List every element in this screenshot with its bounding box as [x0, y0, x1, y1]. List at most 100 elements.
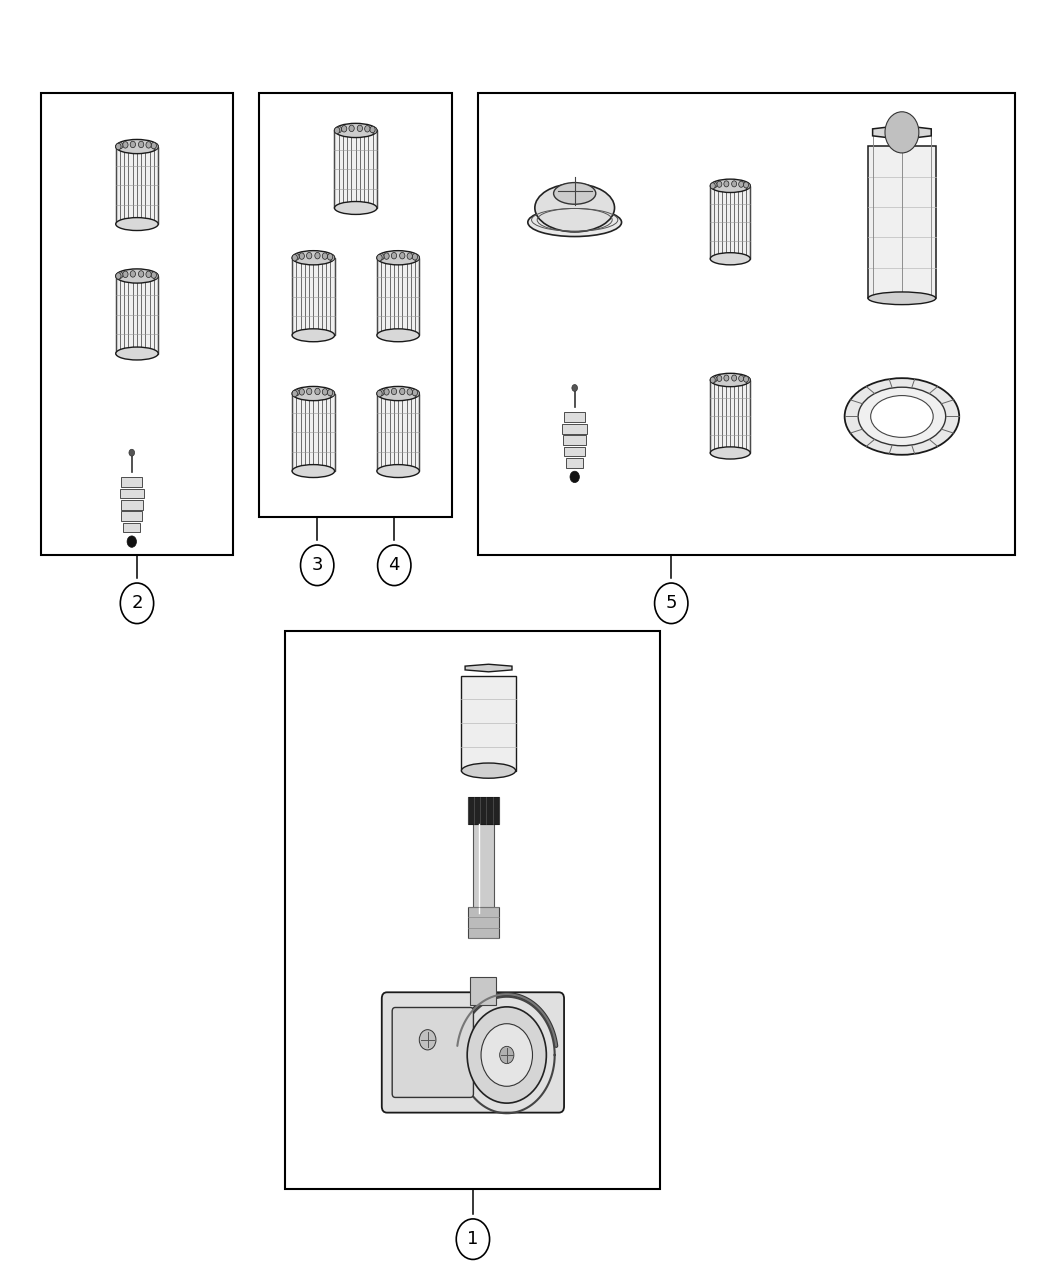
Bar [564, 413, 585, 422]
Bar [377, 258, 419, 335]
Circle shape [710, 377, 715, 382]
Bar [122, 511, 142, 521]
Circle shape [315, 388, 320, 395]
Ellipse shape [377, 251, 419, 265]
Circle shape [723, 181, 729, 187]
Bar [461, 676, 516, 770]
Circle shape [419, 1030, 436, 1049]
Bar [467, 907, 499, 938]
Circle shape [315, 252, 320, 259]
Circle shape [378, 544, 411, 585]
Ellipse shape [335, 124, 377, 138]
Ellipse shape [870, 395, 933, 437]
Circle shape [139, 270, 144, 277]
Bar [122, 477, 142, 487]
Circle shape [121, 583, 153, 623]
Circle shape [328, 254, 333, 260]
Circle shape [384, 389, 390, 395]
Bar [478, 93, 1014, 555]
Circle shape [116, 273, 121, 279]
Circle shape [413, 389, 418, 395]
Circle shape [414, 390, 419, 397]
Text: 3: 3 [312, 556, 323, 574]
Bar [335, 130, 377, 208]
Circle shape [407, 252, 413, 259]
Circle shape [341, 125, 346, 133]
Circle shape [392, 388, 397, 395]
Circle shape [335, 128, 340, 134]
Ellipse shape [292, 251, 335, 265]
Circle shape [885, 112, 919, 153]
Bar [563, 423, 587, 434]
Bar [120, 488, 144, 499]
Ellipse shape [292, 329, 335, 342]
FancyBboxPatch shape [393, 1007, 474, 1098]
Circle shape [570, 472, 580, 482]
Ellipse shape [710, 179, 751, 193]
Circle shape [377, 255, 382, 261]
Text: 5: 5 [666, 594, 677, 612]
Circle shape [732, 181, 737, 187]
Text: 1: 1 [467, 1230, 479, 1248]
Bar [472, 825, 493, 913]
Bar [121, 500, 143, 510]
Circle shape [370, 126, 375, 133]
Circle shape [349, 125, 354, 131]
Circle shape [413, 254, 418, 260]
Bar [116, 275, 159, 353]
Bar [116, 147, 159, 224]
Circle shape [123, 272, 128, 278]
Circle shape [307, 252, 312, 259]
Bar [259, 93, 453, 518]
Bar [292, 258, 335, 335]
Ellipse shape [377, 464, 419, 478]
Circle shape [146, 272, 151, 278]
Circle shape [467, 1007, 546, 1103]
Ellipse shape [868, 292, 936, 305]
Circle shape [500, 1047, 513, 1063]
Circle shape [372, 128, 377, 134]
Text: 4: 4 [388, 556, 400, 574]
Ellipse shape [116, 218, 159, 231]
Bar [123, 523, 141, 533]
Polygon shape [465, 664, 512, 672]
Circle shape [123, 142, 128, 148]
Circle shape [292, 390, 297, 397]
Bar [467, 797, 499, 825]
Circle shape [732, 375, 737, 381]
Circle shape [357, 125, 362, 131]
Ellipse shape [335, 201, 377, 214]
Bar [566, 458, 583, 468]
Ellipse shape [116, 269, 159, 283]
Circle shape [743, 182, 749, 187]
Circle shape [130, 270, 135, 277]
Ellipse shape [116, 347, 159, 360]
Circle shape [717, 181, 721, 187]
Circle shape [384, 252, 390, 259]
Bar [564, 446, 585, 456]
Circle shape [379, 389, 384, 395]
Circle shape [151, 272, 156, 278]
Circle shape [710, 182, 715, 189]
Polygon shape [873, 125, 931, 139]
Ellipse shape [292, 464, 335, 478]
Ellipse shape [461, 762, 516, 778]
Circle shape [400, 388, 405, 395]
Bar [470, 977, 497, 1005]
Bar [41, 93, 233, 555]
Bar [286, 631, 660, 1188]
Circle shape [457, 1219, 489, 1260]
Circle shape [322, 252, 328, 259]
Circle shape [116, 143, 121, 149]
Circle shape [712, 182, 717, 187]
Ellipse shape [710, 446, 751, 459]
Circle shape [407, 389, 413, 395]
Bar [377, 394, 419, 470]
Circle shape [307, 388, 312, 395]
Ellipse shape [534, 184, 614, 232]
Circle shape [328, 389, 333, 395]
Circle shape [572, 385, 578, 391]
Circle shape [153, 143, 159, 149]
Circle shape [153, 273, 159, 279]
Circle shape [118, 272, 123, 278]
